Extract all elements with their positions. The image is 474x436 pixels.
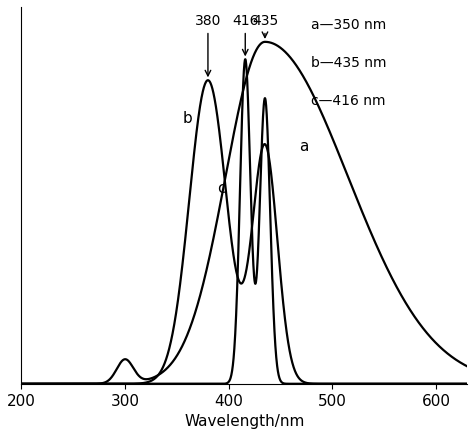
Text: c—416 nm: c—416 nm [311, 94, 385, 108]
Text: 380: 380 [195, 14, 221, 76]
Text: 416: 416 [232, 14, 258, 55]
X-axis label: Wavelength/nm: Wavelength/nm [184, 414, 304, 429]
Text: c: c [217, 181, 226, 196]
Text: 435: 435 [252, 14, 278, 37]
Text: b: b [182, 111, 192, 126]
Text: a: a [299, 139, 309, 154]
Text: b—435 nm: b—435 nm [311, 56, 387, 70]
Text: a—350 nm: a—350 nm [311, 18, 386, 32]
